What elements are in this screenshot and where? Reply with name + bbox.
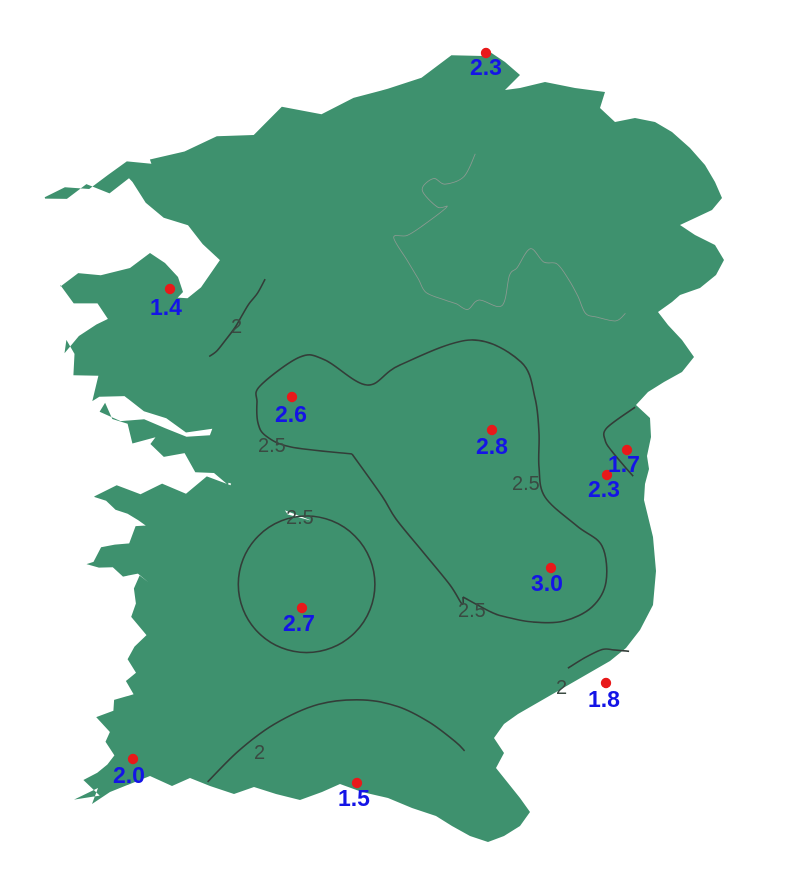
- svg-text:2.5: 2.5: [258, 435, 286, 457]
- svg-text:1.5: 1.5: [338, 785, 370, 811]
- svg-text:3.0: 3.0: [531, 570, 563, 596]
- svg-text:2.7: 2.7: [283, 610, 315, 636]
- svg-text:2.3: 2.3: [588, 476, 620, 502]
- svg-text:2.8: 2.8: [476, 433, 508, 459]
- svg-text:2: 2: [231, 316, 242, 338]
- svg-text:2.6: 2.6: [275, 401, 307, 427]
- svg-text:2.5: 2.5: [458, 600, 486, 622]
- svg-text:2: 2: [254, 742, 265, 764]
- svg-text:1.8: 1.8: [588, 686, 620, 712]
- svg-text:2.3: 2.3: [470, 54, 502, 80]
- svg-text:2.0: 2.0: [113, 762, 145, 788]
- svg-text:1.7: 1.7: [608, 451, 640, 477]
- svg-text:2.5: 2.5: [512, 473, 540, 495]
- svg-text:2.5: 2.5: [286, 507, 314, 529]
- svg-text:1.4: 1.4: [150, 294, 182, 320]
- svg-text:2: 2: [556, 677, 567, 699]
